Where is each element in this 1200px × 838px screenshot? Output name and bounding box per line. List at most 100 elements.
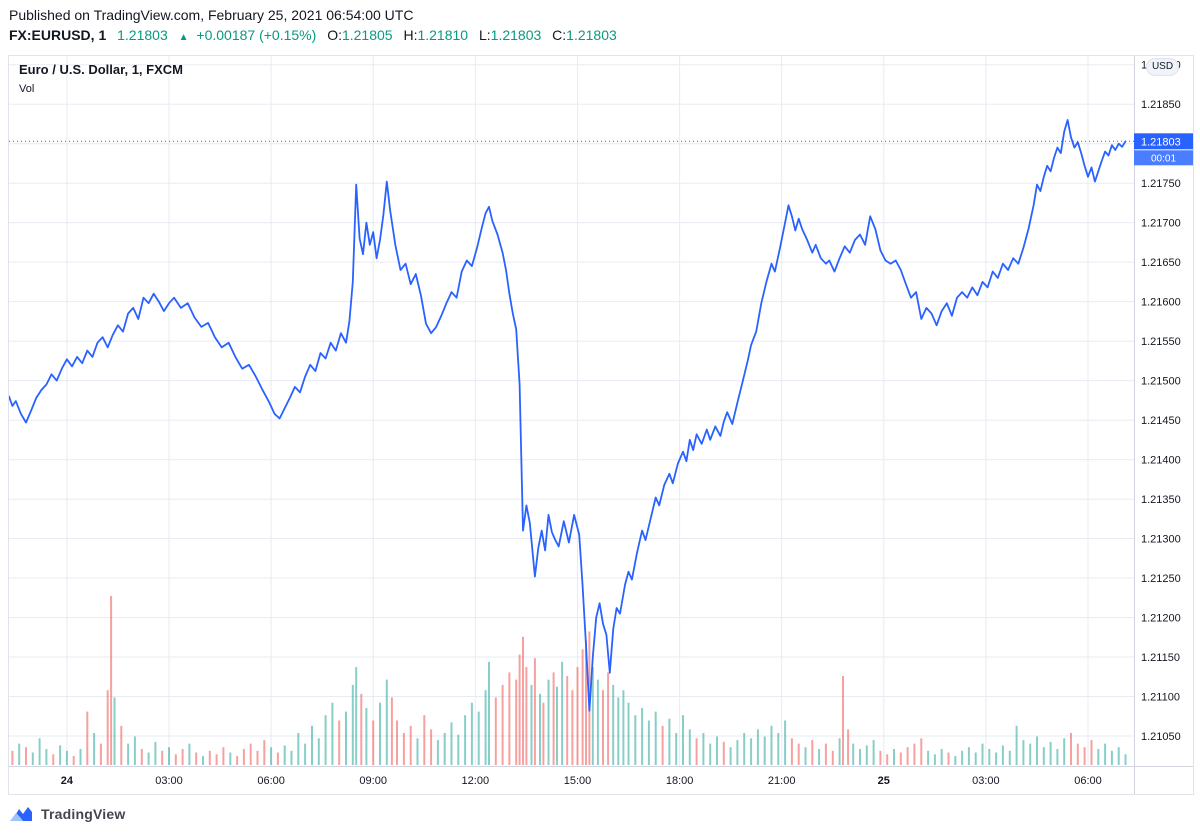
- volume-bar: [477, 711, 480, 765]
- volume-bar: [581, 649, 584, 765]
- volume-bar: [967, 747, 970, 765]
- volume-bar: [113, 697, 116, 765]
- volume-bar: [106, 690, 109, 765]
- volume-bar: [45, 749, 48, 765]
- volume-bar: [634, 715, 637, 765]
- volume-bar: [886, 754, 889, 765]
- price-axis-label: 1.21100: [1141, 692, 1180, 704]
- volume-bar: [110, 595, 113, 765]
- time-axis-label: 21:00: [768, 775, 796, 787]
- volume-bar: [270, 747, 273, 765]
- volume-bar: [52, 754, 55, 765]
- chart-title: Euro / U.S. Dollar, 1, FXCM: [19, 62, 183, 77]
- volume-bar: [981, 743, 984, 765]
- volume-bar: [317, 738, 320, 765]
- volume-bar: [920, 738, 923, 765]
- volume-bar: [729, 747, 732, 765]
- volume-bar: [756, 729, 759, 765]
- volume-bar: [31, 752, 34, 765]
- volume-bar: [790, 738, 793, 765]
- volume-bar: [585, 640, 587, 765]
- currency-toggle-usd-button[interactable]: USD: [1146, 58, 1179, 76]
- symbol-name: FX:EURUSD, 1: [9, 27, 107, 43]
- time-axis-label: 12:00: [462, 775, 490, 787]
- volume-bar: [561, 661, 564, 765]
- volume-bar: [576, 667, 579, 765]
- volume-bar: [641, 708, 644, 765]
- volume-bar: [360, 693, 363, 765]
- time-axis-label: 06:00: [257, 775, 285, 787]
- volume-bar: [338, 720, 341, 765]
- volume-bar: [416, 738, 419, 765]
- volume-bar: [947, 752, 950, 765]
- price-axis-label: 1.21300: [1141, 534, 1181, 546]
- time-axis-label: 03:00: [155, 775, 183, 787]
- volume-bar: [365, 708, 368, 765]
- price-axis-label: 1.21200: [1141, 613, 1181, 625]
- volume-bar: [824, 743, 827, 765]
- volume-bar: [1076, 743, 1079, 765]
- volume-bar: [79, 749, 82, 765]
- high-value: 1.21810: [417, 27, 469, 43]
- volume-bar: [324, 715, 327, 765]
- volume-bar: [736, 740, 739, 765]
- volume-bar: [379, 702, 381, 765]
- volume-bar: [940, 749, 943, 765]
- volume-bar: [622, 690, 625, 765]
- published-line: Published on TradingView.com, February 2…: [9, 7, 414, 23]
- price-axis-label: 1.21550: [1141, 336, 1181, 348]
- volume-bar: [208, 750, 211, 765]
- volume-bar: [865, 745, 868, 765]
- volume-bar: [668, 718, 671, 765]
- volume-bar: [1097, 749, 1100, 765]
- volume-bar: [331, 702, 334, 765]
- last-price-value: 1.21803: [117, 27, 168, 43]
- volume-bar: [195, 752, 198, 765]
- volume-bar: [396, 720, 398, 765]
- volume-bar: [229, 752, 232, 765]
- volume-bar: [423, 715, 426, 765]
- volume-bar: [831, 750, 834, 765]
- footer: TradingView: [10, 805, 125, 823]
- volume-bar: [1104, 743, 1107, 765]
- volume-bar: [457, 734, 460, 765]
- high-label: H:: [403, 27, 418, 43]
- volume-bar: [533, 658, 536, 765]
- volume-bar: [1110, 750, 1113, 765]
- volume-bar: [607, 672, 610, 765]
- volume-bar: [777, 733, 780, 765]
- volume-bar: [311, 725, 313, 765]
- volume-bar: [913, 743, 916, 765]
- volume-bar: [501, 684, 504, 765]
- time-axis-label: 06:00: [1074, 775, 1102, 787]
- volume-bar: [1063, 738, 1066, 765]
- volume-bar: [72, 756, 75, 765]
- price-chart-svg[interactable]: 1.219001.218501.218001.217501.217001.216…: [9, 56, 1193, 794]
- volume-bar: [65, 750, 68, 765]
- volume-bar: [508, 672, 511, 765]
- low-value: 1.21803: [490, 27, 542, 43]
- volume-bar: [627, 702, 630, 765]
- volume-bar: [1049, 741, 1052, 765]
- time-axis-label: 18:00: [666, 775, 694, 787]
- volume-bar: [547, 679, 550, 765]
- tradingview-home-link[interactable]: TradingView: [10, 805, 125, 823]
- volume-bar: [351, 684, 354, 765]
- chart-container[interactable]: 1.219001.218501.218001.217501.217001.216…: [8, 55, 1194, 795]
- volume-bar: [906, 747, 909, 765]
- volume-bar: [430, 729, 433, 765]
- price-line-series: [9, 119, 1127, 712]
- volume-bar: [1083, 747, 1086, 765]
- volume-bar: [927, 750, 930, 765]
- volume-bar: [443, 733, 446, 765]
- close-value: 1.21803: [566, 27, 617, 43]
- volume-bar: [25, 747, 27, 765]
- volume-bar: [464, 715, 467, 765]
- volume-bar: [494, 697, 497, 765]
- volume-bar: [174, 754, 177, 765]
- symbol-info-bar: FX:EURUSD, 1 1.21803 ▲ +0.00187 (+0.15%)…: [9, 27, 624, 43]
- volume-bar: [770, 725, 773, 765]
- volume-bar: [525, 667, 528, 765]
- volume-bar: [470, 702, 473, 765]
- volume-bar: [290, 750, 293, 765]
